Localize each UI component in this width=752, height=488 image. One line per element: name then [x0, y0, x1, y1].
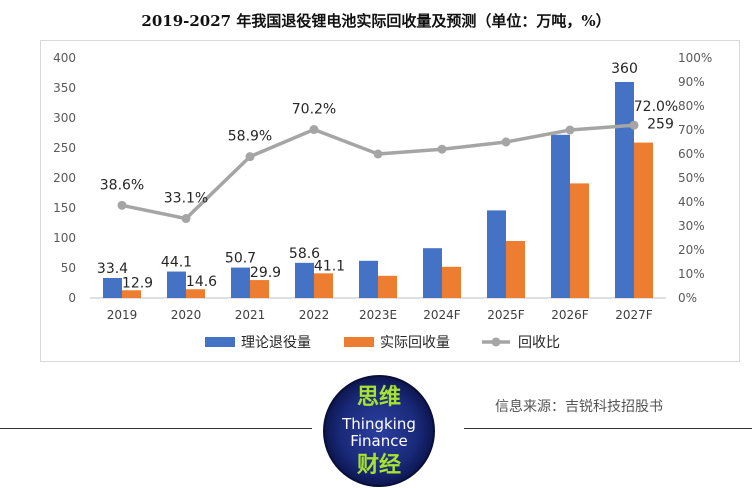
left-axis-tick: 0	[68, 291, 76, 305]
left-axis-tick: 50	[61, 261, 76, 275]
bar-theoretical	[359, 260, 378, 298]
ratio-label: 38.6%	[100, 177, 144, 193]
footer-divider-right	[464, 428, 752, 429]
bar-actual	[570, 183, 589, 298]
right-axis-tick: 90%	[678, 75, 705, 89]
x-axis-tick: 2023E	[359, 308, 397, 322]
left-axis-tick: 400	[53, 51, 76, 65]
logo-text-bottom: 财经	[357, 452, 401, 478]
bar-actual	[122, 290, 141, 298]
right-axis-tick: 40%	[678, 195, 705, 209]
left-axis-tick: 150	[53, 201, 76, 215]
bar-value-label: 12.9	[122, 275, 153, 291]
bar-actual	[250, 280, 269, 298]
right-axis-tick: 80%	[678, 99, 705, 113]
chart-title: 2019-2027 年我国退役锂电池实际回收量及预测（单位：万吨，%）	[141, 12, 611, 30]
bar-value-label: 41.1	[314, 258, 345, 274]
ratio-point	[245, 152, 255, 162]
bar-theoretical	[295, 262, 314, 298]
right-axis-tick: 0%	[678, 291, 697, 305]
bar-theoretical	[423, 248, 442, 298]
bar-value-label: 259	[647, 117, 674, 133]
x-axis-tick: 2019	[107, 308, 138, 322]
right-axis-tick: 30%	[678, 219, 705, 233]
x-axis-tick: 2025F	[487, 308, 525, 322]
right-axis-tick: 100%	[678, 51, 712, 65]
bar-actual	[506, 241, 525, 298]
ratio-label: 58.9%	[228, 129, 272, 145]
bar-value-label: 44.1	[161, 255, 192, 271]
legend-label: 回收比	[518, 335, 560, 351]
logo-text-top: 思维	[357, 384, 401, 410]
bar-theoretical	[551, 134, 570, 298]
footer-divider-left	[0, 428, 312, 429]
right-axis-tick: 10%	[678, 267, 705, 281]
bar-theoretical	[615, 82, 634, 298]
source-note: 信息来源：吉锐科技招股书	[495, 399, 663, 415]
ratio-point	[373, 149, 383, 159]
ratio-label: 33.1%	[164, 191, 208, 207]
ratio-point	[501, 137, 511, 147]
bar-theoretical	[167, 271, 186, 298]
ratio-point	[309, 125, 319, 135]
bar-actual	[442, 266, 461, 298]
ratio-label: 70.2%	[292, 102, 336, 118]
x-axis-tick: 2027F	[615, 308, 653, 322]
bar-theoretical	[231, 267, 250, 298]
ratio-point	[437, 144, 447, 154]
bar-value-label: 33.4	[97, 261, 128, 277]
bar-theoretical	[487, 210, 506, 298]
left-axis-tick: 200	[53, 171, 76, 185]
bar-value-label: 14.6	[186, 274, 217, 290]
x-axis-tick: 2024F	[423, 308, 461, 322]
ratio-label: 72.0%	[634, 99, 678, 115]
ratio-point	[181, 214, 191, 224]
right-axis-tick: 70%	[678, 123, 705, 137]
right-axis-tick: 20%	[678, 243, 705, 257]
bar-value-label: 50.7	[225, 251, 256, 267]
legend-swatch	[344, 337, 374, 347]
right-axis-tick: 50%	[678, 171, 705, 185]
legend-label: 理论退役量	[241, 335, 311, 351]
left-axis-tick: 300	[53, 111, 76, 125]
ratio-point	[629, 120, 639, 130]
left-axis-tick: 100	[53, 231, 76, 245]
thinking-finance-logo: 思维 Thingking Finance 财经	[323, 375, 435, 487]
bar-theoretical	[103, 277, 122, 298]
bar-actual	[378, 275, 397, 298]
x-axis-tick: 2026F	[551, 308, 589, 322]
x-axis-tick: 2022	[299, 308, 330, 322]
left-axis-tick: 350	[53, 81, 76, 95]
x-axis-tick: 2021	[235, 308, 266, 322]
right-axis-tick: 60%	[678, 147, 705, 161]
left-axis-tick: 250	[53, 141, 76, 155]
bar-value-label: 360	[611, 61, 638, 77]
legend-swatch	[205, 337, 235, 347]
logo-text-en1: Thingking	[341, 415, 416, 433]
ratio-point	[117, 200, 127, 210]
bar-actual	[186, 289, 205, 298]
legend-label: 实际回收量	[380, 335, 450, 351]
x-axis-tick: 2020	[171, 308, 202, 322]
bar-value-label: 58.6	[289, 246, 320, 262]
logo-text-en2: Finance	[350, 432, 407, 450]
bar-actual	[314, 273, 333, 298]
ratio-point	[565, 125, 575, 135]
legend-swatch-point	[491, 337, 501, 347]
bar-actual	[634, 142, 653, 298]
bar-value-label: 29.9	[250, 265, 281, 281]
